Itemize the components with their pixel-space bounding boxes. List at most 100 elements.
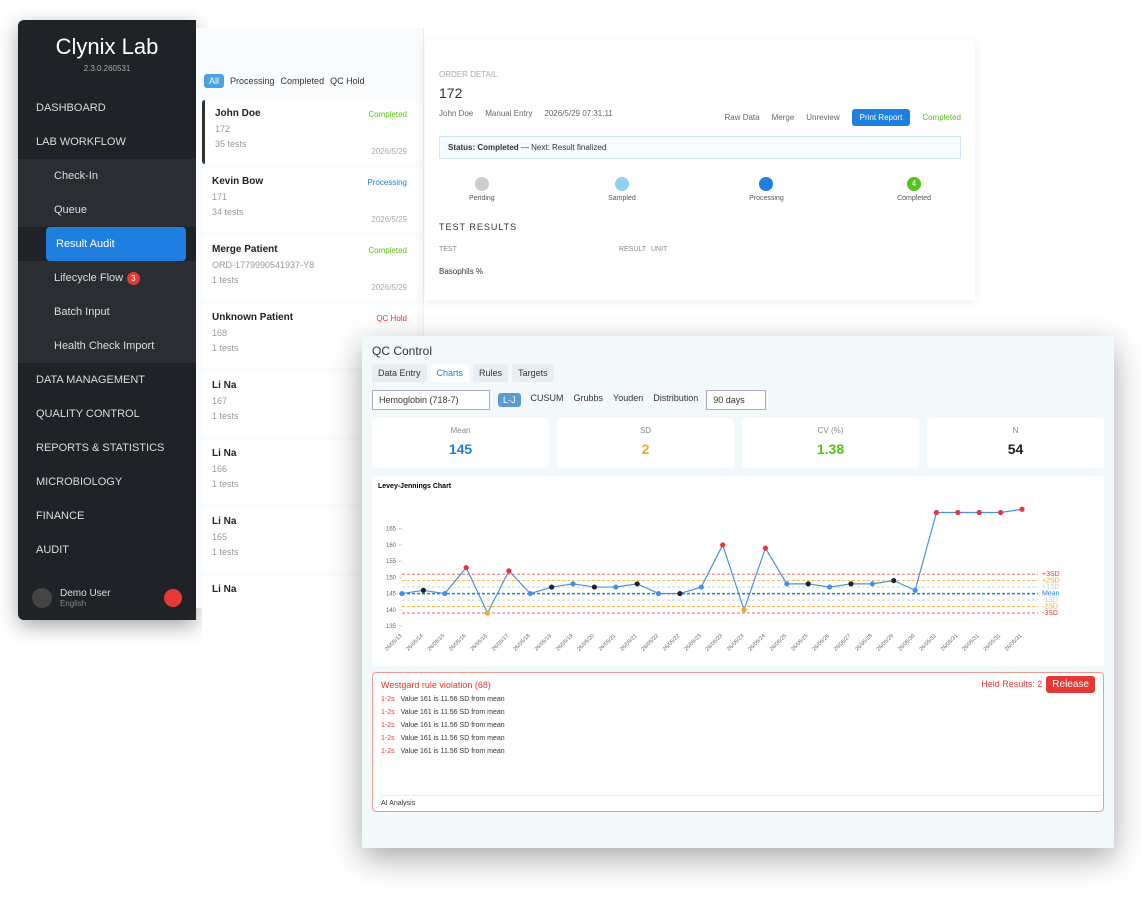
rule: 1-2s — [381, 722, 395, 729]
col: UNIT — [651, 246, 668, 253]
x-tick-label: 26/05/20 — [576, 633, 595, 652]
control-label: -1SD — [1042, 597, 1058, 604]
meta: John Doe Manual Entry 2026/5/29 07:31:11 — [439, 109, 613, 126]
menu-item[interactable]: Lifecycle Flow 3 — [18, 261, 196, 295]
menu-label: Queue — [54, 204, 88, 216]
tabs: Data Entry Charts Rules Targets — [372, 364, 1104, 382]
menu-label: DATA MANAGEMENT — [36, 374, 145, 386]
step: Pending — [469, 177, 495, 202]
x-tick-label: 26/05/14 — [405, 633, 424, 652]
violation: 1-2s Value 161 is 11.56 SD from mean — [381, 722, 1095, 729]
method[interactable]: Grubbs — [573, 393, 604, 403]
patient-name: Kevin Bow — [212, 176, 264, 187]
rule: 1-2s — [381, 748, 395, 755]
tab[interactable]: Charts — [430, 364, 470, 382]
chart-box: Levey-Jennings Chart 135 140 145 150 155 160 16… — [372, 476, 1104, 666]
action-button[interactable]: Merge — [771, 113, 795, 122]
x-tick-label: 26/05/31 — [961, 633, 980, 652]
x-tick-label: 26/05/22 — [641, 633, 660, 652]
violation-text: Value 161 is 11.56 SD from mean — [400, 696, 505, 703]
point — [869, 581, 875, 587]
order-id: 171 — [212, 192, 228, 202]
menu-item[interactable]: Result Audit — [46, 227, 186, 261]
point — [570, 581, 576, 587]
menu-label: Batch Input — [54, 306, 110, 318]
range-select[interactable]: 90 days — [706, 390, 767, 410]
violation-text: Value 161 is 11.56 SD from mean — [400, 748, 505, 755]
menu-item[interactable]: MICROBIOLOGY — [18, 465, 196, 499]
action-button[interactable]: Unreview — [806, 113, 840, 122]
menu-item[interactable]: REPORTS & STATISTICS — [18, 431, 196, 465]
menu-item[interactable]: Health Check Import — [18, 329, 196, 363]
rule: 1-2s — [381, 696, 395, 703]
rule: 1-2s — [381, 735, 395, 742]
filter[interactable]: Completed — [280, 76, 325, 86]
method[interactable]: CUSUM — [530, 393, 564, 403]
method[interactable]: Youden — [613, 393, 644, 403]
action-button[interactable]: Print Report — [851, 109, 911, 126]
point — [805, 581, 811, 587]
tab[interactable]: Data Entry — [372, 364, 427, 382]
step: 4 Completed — [897, 177, 931, 202]
x-tick-label: 26/05/31 — [1004, 633, 1023, 652]
version: 2.3.0.260531 — [83, 64, 131, 73]
violation: 1-2s Value 161 is 11.56 SD from mean — [381, 709, 1095, 716]
order-card[interactable]: John Doe 172 35 tests Completed 2026/5/29 — [202, 100, 417, 164]
method[interactable]: Distribution — [653, 393, 699, 403]
y-tick-label: 150 — [386, 575, 397, 581]
order-id: 172 — [439, 85, 463, 101]
test-count: 1 tests — [212, 411, 239, 421]
x-tick-label: 26/05/30 — [897, 633, 916, 652]
chart-title: Levey-Jennings Chart — [378, 483, 452, 490]
menu-item[interactable]: LAB WORKFLOW — [18, 125, 196, 159]
y-tick-label: 135 — [386, 624, 397, 630]
point — [420, 587, 426, 593]
detail-status: Completed — [922, 113, 961, 122]
date: 2026/5/29 — [371, 215, 407, 224]
user[interactable]: Demo User English — [32, 588, 182, 608]
violations-title: Westgard rule violation (68) — [381, 679, 491, 690]
col: TEST — [439, 246, 457, 253]
badge: 3 — [127, 272, 140, 285]
menu: DASHBOARD LAB WORKFLOW Check-In Queue Result… — [18, 91, 196, 567]
menu-item[interactable]: DATA MANAGEMENT — [18, 363, 196, 397]
menu-label: QUALITY CONTROL — [36, 408, 140, 420]
material-select[interactable]: Hemoglobin (718-7) — [372, 390, 490, 410]
menu-label: Health Check Import — [54, 340, 155, 352]
order-card[interactable]: Merge Patient ORD-1779990541937-Y8 1 tests… — [202, 236, 417, 300]
x-tick-label: 26/05/19 — [534, 633, 553, 652]
method[interactable]: L-J — [498, 393, 521, 407]
menu-item[interactable]: FINANCE — [18, 499, 196, 533]
y-tick-label: 140 — [386, 608, 397, 614]
tab[interactable]: Targets — [512, 364, 554, 382]
stats: Mean 145 SD 2 CV (%) 1.38 N 54 — [372, 418, 1104, 468]
ai-analysis[interactable]: AI Analysis — [381, 795, 1101, 807]
x-tick-label: 26/05/23 — [683, 633, 702, 652]
stat-card: SD 2 — [557, 418, 734, 468]
control-label: +3SD — [1042, 571, 1060, 578]
status-banner: Status: Completed — Next: Result finaliz… — [439, 136, 961, 159]
menu-item[interactable]: QUALITY CONTROL — [18, 397, 196, 431]
menu-label: Result Audit — [56, 238, 115, 250]
filter[interactable]: Processing — [230, 76, 275, 86]
step-dot — [759, 177, 774, 191]
menu-item[interactable]: AUDIT — [18, 533, 196, 567]
order-id: 165 — [212, 532, 228, 542]
point — [1019, 506, 1025, 512]
step: Sampled — [608, 177, 636, 202]
menu-item[interactable]: Check-In — [18, 159, 196, 193]
result-columns: TEST RESULT UNIT — [439, 246, 961, 253]
filter[interactable]: All — [204, 74, 225, 88]
menu-item[interactable]: Batch Input — [18, 295, 196, 329]
test-count: 1 tests — [212, 547, 239, 557]
menu-item[interactable]: Queue — [18, 193, 196, 227]
x-tick-label: 26/05/31 — [983, 633, 1002, 652]
logout[interactable] — [164, 589, 182, 607]
order-id: ORD-1779990541937-Y8 — [212, 260, 315, 270]
tab[interactable]: Rules — [473, 364, 509, 382]
action-button[interactable]: Raw Data — [724, 113, 760, 122]
menu-item[interactable]: DASHBOARD — [18, 91, 196, 125]
release-button[interactable]: Release — [1046, 676, 1095, 693]
filter[interactable]: QC Hold — [330, 76, 365, 86]
order-card[interactable]: Kevin Bow 171 34 tests Processing 2026/5/29 — [202, 168, 417, 232]
